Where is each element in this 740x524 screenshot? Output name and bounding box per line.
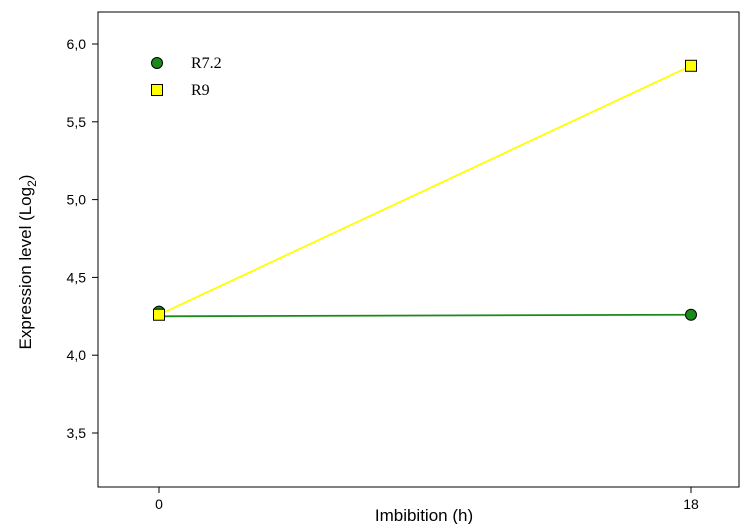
y-tick-label: 3,5 xyxy=(67,425,87,441)
series-line-r7-2 xyxy=(158,313,692,318)
x-tick-label: 18 xyxy=(683,496,699,512)
y-tick-label: 4,0 xyxy=(67,347,87,363)
series-line-r9 xyxy=(158,64,692,316)
series-layer xyxy=(153,59,697,321)
y-axis-title-main: Expression level (Log xyxy=(16,187,35,350)
y-tick-label: 6,0 xyxy=(67,36,87,52)
y-tick-label: 4,5 xyxy=(67,269,87,285)
y-axis-title-subscript: 2 xyxy=(25,180,39,187)
legend-label: R9 xyxy=(191,82,210,99)
data-point-circle xyxy=(685,308,697,321)
y-tick-label: 5,0 xyxy=(67,192,87,208)
legend-label: R7.2 xyxy=(191,55,222,72)
y-axis-title-close: ) xyxy=(16,175,35,181)
legend-marker-square xyxy=(151,84,163,96)
legend-marker-circle xyxy=(151,57,163,69)
data-point-square xyxy=(685,59,697,72)
x-axis-title: Imbibition (h) xyxy=(375,506,473,524)
plot-border xyxy=(97,11,740,488)
x-tick-label: 0 xyxy=(155,496,163,512)
x-axis: 0 18 xyxy=(155,487,699,512)
data-point-square xyxy=(153,308,165,321)
plot-frame xyxy=(97,11,740,488)
y-axis: 3,5 4,0 4,5 5,0 5,5 6,0 xyxy=(67,36,98,441)
y-axis-title: Expression level (Log2) xyxy=(16,175,39,350)
y-tick-label: 5,5 xyxy=(67,114,87,130)
legend: R7.2 R9 xyxy=(151,55,222,99)
